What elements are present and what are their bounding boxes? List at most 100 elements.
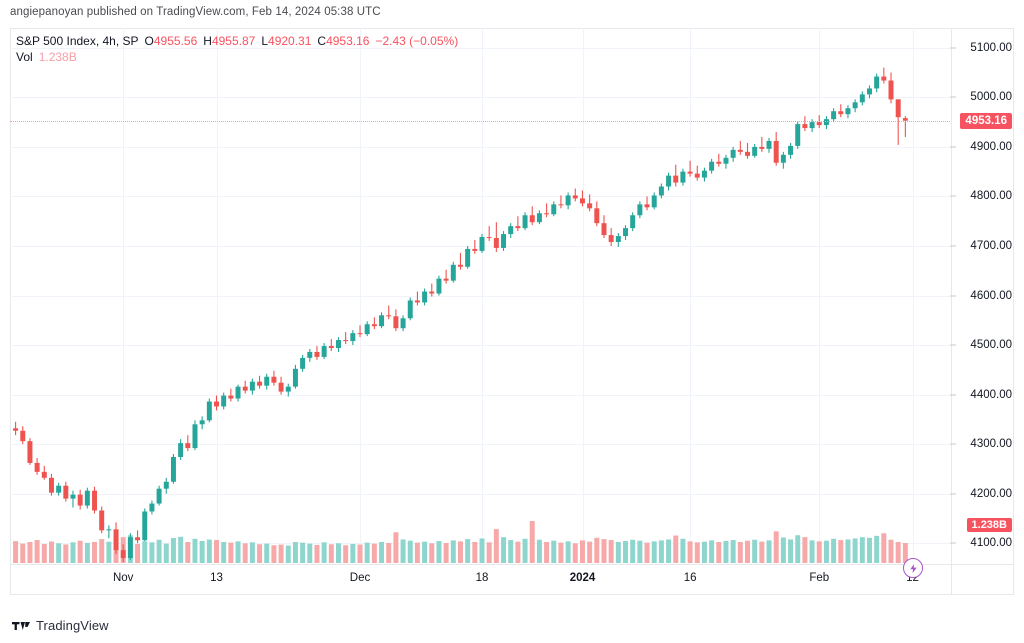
candle-body bbox=[558, 204, 564, 206]
candle-body bbox=[156, 488, 162, 504]
price-tick-mark bbox=[950, 96, 956, 98]
legend-volume-label[interactable]: Vol bbox=[16, 50, 33, 64]
volume-bar bbox=[465, 539, 471, 563]
gridline-horizontal bbox=[10, 493, 950, 495]
volume-bar bbox=[716, 542, 722, 563]
volume-bar bbox=[709, 540, 715, 563]
volume-value-badge[interactable]: 1.238B bbox=[966, 518, 1012, 532]
price-tick-mark bbox=[950, 295, 956, 296]
candle-body bbox=[264, 376, 270, 386]
volume-bar bbox=[106, 541, 112, 563]
candle-body bbox=[63, 485, 69, 499]
candle-body bbox=[285, 386, 291, 392]
volume-bar bbox=[558, 542, 564, 563]
volume-bar bbox=[292, 542, 298, 563]
volume-bar bbox=[601, 539, 607, 563]
legend-low-value: 4920.31 bbox=[268, 34, 312, 48]
candle-body bbox=[544, 213, 550, 215]
volume-bar bbox=[651, 541, 657, 563]
volume-bar bbox=[34, 540, 40, 563]
gridline-vertical bbox=[819, 28, 821, 563]
candle-body bbox=[579, 198, 585, 204]
candle-body bbox=[106, 529, 112, 531]
candle-body bbox=[816, 122, 822, 126]
time-tick-label: 13 bbox=[210, 572, 223, 584]
volume-bar bbox=[902, 543, 908, 563]
volume-bar bbox=[515, 541, 521, 563]
time-tick-label: 2024 bbox=[569, 572, 596, 584]
volume-bar bbox=[493, 529, 499, 563]
volume-bar bbox=[407, 540, 413, 563]
candle-body bbox=[350, 333, 356, 342]
chart-plot-area[interactable] bbox=[10, 28, 950, 563]
candle-body bbox=[479, 237, 485, 251]
price-axis[interactable]: 5100.00 5000.00 4900.00 4800.00 4700.00 4600.… bbox=[950, 28, 1014, 563]
volume-bar bbox=[92, 542, 98, 563]
candle-body bbox=[170, 456, 176, 482]
candle-body bbox=[766, 140, 772, 149]
candle-body bbox=[271, 376, 277, 383]
volume-bar bbox=[780, 537, 786, 563]
candle-body bbox=[214, 401, 219, 407]
candle-body bbox=[472, 248, 478, 251]
volume-bar bbox=[400, 539, 406, 563]
volume-bar bbox=[852, 538, 858, 563]
price-tick-mark bbox=[950, 493, 956, 495]
volume-bar bbox=[802, 537, 808, 563]
candle-body bbox=[92, 490, 98, 511]
candle-body bbox=[529, 215, 535, 223]
footer-brand-text: TradingView bbox=[36, 618, 109, 633]
gridline-vertical bbox=[690, 28, 692, 563]
price-tick-label: 4300.00 bbox=[970, 438, 1012, 451]
candle-body bbox=[113, 529, 119, 551]
volume-bar bbox=[644, 542, 650, 563]
candle-body bbox=[77, 494, 83, 506]
candle-body bbox=[623, 228, 628, 237]
candle-body bbox=[379, 315, 385, 327]
candle-body bbox=[845, 108, 851, 115]
volume-bar bbox=[859, 537, 865, 563]
volume-bar bbox=[522, 538, 528, 563]
volume-bar bbox=[307, 543, 313, 563]
candle-body bbox=[429, 291, 435, 294]
candle-body bbox=[866, 88, 872, 95]
volume-bar bbox=[544, 542, 550, 563]
volume-bar bbox=[536, 539, 542, 563]
volume-bar bbox=[450, 540, 456, 563]
volume-bar bbox=[745, 540, 750, 563]
candle-body bbox=[70, 494, 76, 499]
legend-high-label: H bbox=[203, 34, 212, 48]
time-axis[interactable]: Nov 13 Dec 18 2024 16 Feb 12 bbox=[10, 565, 951, 594]
time-tick-label: Nov bbox=[112, 572, 134, 584]
candle-body bbox=[687, 171, 693, 174]
volume-bar bbox=[185, 542, 191, 563]
volume-bar bbox=[579, 540, 585, 563]
volume-bar bbox=[386, 542, 392, 563]
candle-body bbox=[300, 357, 306, 369]
last-price-badge[interactable]: 4953.16 bbox=[960, 112, 1012, 129]
volume-bar bbox=[170, 537, 176, 563]
last-price-line bbox=[10, 120, 950, 122]
price-tick-label: 4700.00 bbox=[970, 240, 1012, 252]
volume-bar bbox=[479, 538, 485, 563]
price-tick-mark bbox=[950, 47, 956, 49]
candle-body bbox=[120, 550, 126, 559]
candle-body bbox=[199, 420, 205, 425]
volume-bar bbox=[773, 531, 779, 563]
price-tick-mark bbox=[950, 443, 956, 445]
price-tick-label: 4400.00 bbox=[970, 388, 1012, 401]
volume-bar bbox=[551, 540, 557, 563]
candle-body bbox=[178, 443, 184, 457]
lightning-bolt-icon[interactable] bbox=[903, 558, 924, 578]
gridline-vertical bbox=[482, 28, 483, 563]
volume-bar bbox=[27, 542, 33, 563]
candle-body bbox=[615, 236, 621, 242]
gridline-horizontal bbox=[10, 196, 950, 198]
candle-body bbox=[673, 175, 679, 183]
time-tick-label: Dec bbox=[349, 572, 371, 584]
volume-bar bbox=[838, 540, 844, 563]
legend-symbol[interactable]: S&P 500 Index, 4h, SP bbox=[16, 34, 139, 48]
volume-bar bbox=[816, 541, 822, 563]
candle-body bbox=[788, 145, 794, 155]
volume-bar bbox=[845, 539, 851, 563]
